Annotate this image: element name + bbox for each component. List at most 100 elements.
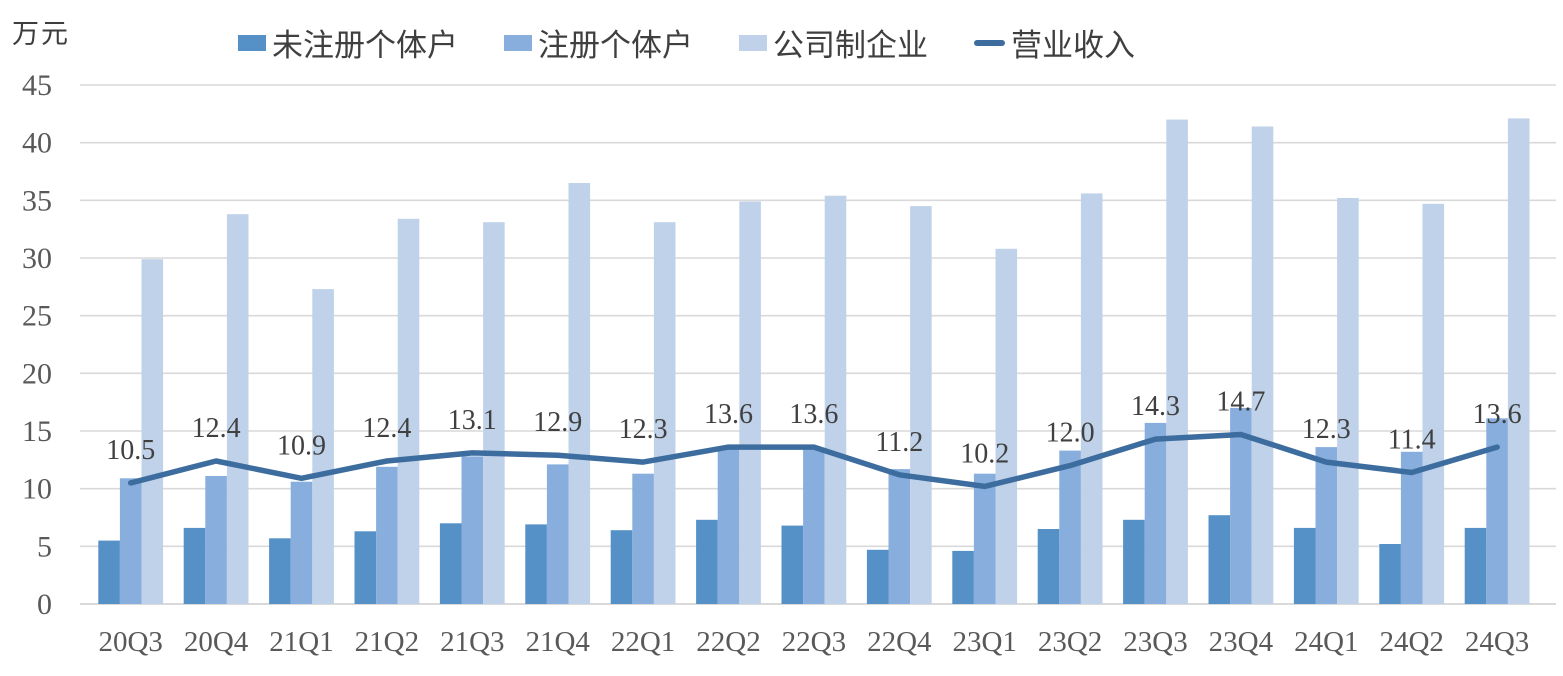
x-tick-label: 23Q3 [1123,626,1187,658]
bar-corporate-enterprise [995,248,1018,605]
line-data-label: 13.6 [1473,399,1522,430]
x-tick-label: 24Q2 [1379,626,1443,658]
line-data-label: 14.7 [1216,387,1265,418]
bar-registered-individual [1144,422,1167,604]
x-tick-label: 23Q2 [1038,626,1102,658]
bar-registered-individual [1486,418,1508,604]
x-tick-label: 21Q1 [269,626,333,658]
line-data-label: 12.3 [1302,414,1351,445]
bar-unregistered-individual [439,523,462,604]
y-tick-label: 45 [22,69,52,102]
bar-corporate-enterprise [653,222,676,604]
bar-registered-individual [1400,451,1423,604]
bar-corporate-enterprise [483,222,505,604]
line-data-label: 12.9 [533,407,582,438]
bar-corporate-enterprise [739,201,761,604]
line-data-label: 12.4 [362,413,411,444]
bar-registered-individual [119,478,142,604]
bar-unregistered-individual [1037,529,1060,604]
bar-corporate-enterprise [312,289,334,604]
y-tick-label: 5 [37,530,52,563]
x-tick-label: 22Q2 [696,626,760,658]
bar-corporate-enterprise [568,183,591,604]
bar-unregistered-individual [1379,544,1401,604]
x-tick-label: 20Q4 [184,626,249,658]
legend-swatch-bar-corporate-enterprise [739,34,767,51]
line-data-label: 10.5 [106,435,155,466]
line-data-label: 13.6 [789,399,838,430]
bar-registered-individual [546,464,569,604]
bar-registered-individual [1230,407,1252,604]
x-tick-label: 20Q3 [98,626,162,658]
legend-swatch-bar-registered-individual [504,34,532,51]
bar-unregistered-individual [952,550,974,604]
bar-registered-individual [717,449,740,604]
x-tick-label: 22Q4 [867,626,932,658]
line-data-label: 12.0 [1046,418,1095,449]
x-tick-label: 24Q3 [1465,626,1529,658]
x-tick-label: 23Q4 [1209,626,1274,658]
x-tick-label: 21Q2 [355,626,419,658]
line-data-label: 12.4 [192,413,241,444]
bar-corporate-enterprise [1337,198,1359,604]
bar-corporate-enterprise [910,206,932,604]
bar-registered-individual [888,469,911,604]
bar-corporate-enterprise [1422,203,1445,605]
bar-registered-individual [1315,447,1338,604]
bar-unregistered-individual [1123,519,1145,604]
x-tick-label: 22Q3 [782,626,846,658]
bar-corporate-enterprise [1507,118,1530,605]
line-data-label: 11.4 [1388,425,1436,456]
bar-registered-individual [461,456,484,604]
legend-label: 未注册个体户 [272,28,458,63]
bar-corporate-enterprise [226,214,249,604]
y-tick-label: 20 [22,357,52,390]
bar-registered-individual [803,448,825,604]
bar-unregistered-individual [354,531,377,604]
bar-corporate-enterprise [141,259,164,604]
x-tick-label: 21Q3 [440,626,504,658]
bar-registered-individual [205,476,227,604]
line-data-label: 12.3 [619,414,668,445]
y-tick-label: 40 [22,127,52,160]
bar-unregistered-individual [98,540,120,604]
bar-unregistered-individual [696,519,718,604]
legend: 未注册个体户 注册个体户 公司制企业 营业收入 [0,20,1468,65]
bar-unregistered-individual [610,530,633,604]
bar-unregistered-individual [183,527,206,604]
bar-unregistered-individual [269,538,291,604]
legend-label: 注册个体户 [538,28,693,63]
bar-unregistered-individual [866,549,889,604]
legend-swatch-bar-unregistered-individual [238,34,266,51]
legend-item-bar-unregistered-individual: 未注册个体户 [238,20,458,65]
bar-corporate-enterprise [1166,119,1188,604]
x-tick-label: 22Q1 [611,626,675,658]
y-axis-unit-label: 万元 [12,19,70,49]
legend-item-bar-registered-individual: 注册个体户 [504,20,693,65]
x-tick-label: 23Q1 [952,626,1016,658]
bar-unregistered-individual [1464,527,1487,604]
bar-corporate-enterprise [824,195,847,604]
bar-unregistered-individual [1208,515,1231,604]
bar-unregistered-individual [525,524,547,604]
bar-corporate-enterprise [397,218,420,605]
y-tick-label: 0 [37,588,52,621]
legend-item-revenue-line: 营业收入 [974,20,1135,65]
revenue-line [127,431,1500,490]
x-tick-label: 24Q1 [1294,626,1358,658]
line-data-label: 13.1 [448,405,497,436]
line-data-label: 11.2 [875,427,923,458]
bar-registered-individual [973,473,996,604]
bar-registered-individual [1059,450,1081,604]
bar-registered-individual [376,466,398,604]
bar-unregistered-individual [781,525,804,604]
bar-unregistered-individual [1293,527,1316,604]
bar-corporate-enterprise [1080,193,1103,604]
y-tick-label: 30 [22,242,52,275]
legend-item-bar-corporate-enterprise: 公司制企业 [739,20,928,65]
bar-corporate-enterprise [1251,126,1274,604]
bar-registered-individual [290,481,313,604]
line-data-label: 14.3 [1131,391,1180,422]
